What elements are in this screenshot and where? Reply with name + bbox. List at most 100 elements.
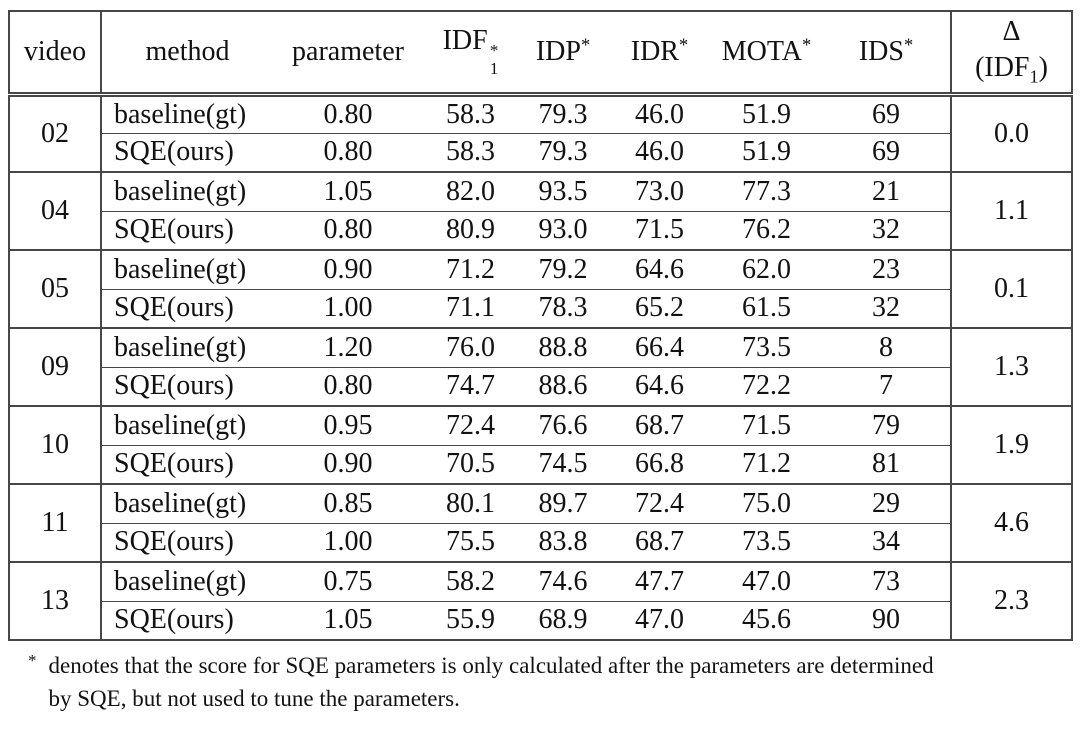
idr-label: IDR <box>630 35 679 67</box>
table-row-sqe: SQE(ours) 1.05 55.9 68.9 47.0 45.6 90 <box>9 600 1072 640</box>
idf1-cell: 80.9 <box>423 210 518 250</box>
idp-cell: 89.7 <box>518 483 608 523</box>
method-cell: baseline(gt) <box>101 561 273 601</box>
idp-cell: 93.0 <box>518 210 608 250</box>
table-row-baseline: 10 baseline(gt) 0.95 72.4 76.6 68.7 71.5 79 1.9 <box>9 405 1072 484</box>
idf1-star: * <box>489 41 499 61</box>
footnote-asterisk: * <box>28 651 37 670</box>
ids-cell: 34 <box>822 522 951 562</box>
video-cell: 04 <box>9 171 102 250</box>
ids-cell: 79 <box>822 405 951 445</box>
idr-cell: 68.7 <box>608 405 711 445</box>
mota-cell: 73.5 <box>711 522 822 562</box>
video-cell: 10 <box>9 405 102 484</box>
col-header-idf1: IDF * 1 <box>423 11 518 97</box>
ids-cell: 90 <box>822 600 951 640</box>
idp-cell: 74.5 <box>518 444 608 484</box>
table-row-baseline: 04 baseline(gt) 1.05 82.0 93.5 73.0 77.3 21 1.1 <box>9 171 1072 250</box>
ids-label: IDS <box>858 35 904 67</box>
parameter-cell: 0.80 <box>273 132 423 172</box>
ids-cell: 29 <box>822 483 951 523</box>
idp-cell: 88.8 <box>518 327 608 367</box>
method-cell: SQE(ours) <box>101 288 273 328</box>
delta-of-open: (IDF <box>975 52 1030 84</box>
parameter-cell: 0.80 <box>273 210 423 250</box>
mota-cell: 51.9 <box>711 132 822 172</box>
idp-cell: 68.9 <box>518 600 608 640</box>
parameter-cell: 0.90 <box>273 249 423 289</box>
method-cell: SQE(ours) <box>101 132 273 172</box>
idp-cell: 74.6 <box>518 561 608 601</box>
idf1-cell: 72.4 <box>423 405 518 445</box>
idr-cell: 65.2 <box>608 288 711 328</box>
ids-cell: 32 <box>822 210 951 250</box>
delta-header-block: Δ (IDF1) <box>952 14 1071 90</box>
idf1-cell: 75.5 <box>423 522 518 562</box>
ids-cell: 73 <box>822 561 951 601</box>
idf1-supsub: * 1 <box>489 41 499 78</box>
idr-star: * <box>679 34 689 55</box>
idf1-label: IDF <box>442 24 488 56</box>
mota-cell: 47.0 <box>711 561 822 601</box>
method-cell: SQE(ours) <box>101 522 273 562</box>
col-header-mota: MOTA* <box>711 11 822 97</box>
method-cell: baseline(gt) <box>101 249 273 289</box>
mota-cell: 51.9 <box>711 93 822 133</box>
header-row: video method parameter IDF * 1 IDP* IDR* M… <box>9 11 1072 97</box>
idr-cell: 71.5 <box>608 210 711 250</box>
delta-cell: 4.6 <box>950 483 1072 562</box>
idf1-cell: 74.7 <box>423 366 518 406</box>
idp-cell: 83.8 <box>518 522 608 562</box>
col-header-idp: IDP* <box>518 11 608 97</box>
table-row-baseline: 02 baseline(gt) 0.80 58.3 79.3 46.0 51.9 69 0.0 <box>9 93 1072 172</box>
mota-cell: 71.2 <box>711 444 822 484</box>
idf1-cell: 58.2 <box>423 561 518 601</box>
parameter-cell: 1.20 <box>273 327 423 367</box>
table-row-sqe: SQE(ours) 0.90 70.5 74.5 66.8 71.2 81 <box>9 444 1072 484</box>
method-cell: SQE(ours) <box>101 366 273 406</box>
idf1-cell: 58.3 <box>423 93 518 133</box>
mota-cell: 73.5 <box>711 327 822 367</box>
table-row-baseline: 09 baseline(gt) 1.20 76.0 88.8 66.4 73.5 8 1.3 <box>9 327 1072 406</box>
idp-cell: 76.6 <box>518 405 608 445</box>
parameter-cell: 0.80 <box>273 93 423 133</box>
method-cell: baseline(gt) <box>101 171 273 211</box>
method-cell: baseline(gt) <box>101 93 273 133</box>
parameter-cell: 1.00 <box>273 522 423 562</box>
method-cell: SQE(ours) <box>101 600 273 640</box>
ids-cell: 7 <box>822 366 951 406</box>
footnote-text: denotes that the score for SQE parameter… <box>49 650 934 715</box>
parameter-cell: 0.90 <box>273 444 423 484</box>
idp-cell: 88.6 <box>518 366 608 406</box>
mota-cell: 72.2 <box>711 366 822 406</box>
mota-cell: 45.6 <box>711 600 822 640</box>
mota-cell: 75.0 <box>711 483 822 523</box>
delta-cell: 1.3 <box>950 327 1072 406</box>
table-row-sqe: SQE(ours) 1.00 71.1 78.3 65.2 61.5 32 <box>9 288 1072 328</box>
idr-cell: 68.7 <box>608 522 711 562</box>
parameter-cell: 0.75 <box>273 561 423 601</box>
delta-cell: 0.1 <box>950 249 1072 328</box>
col-header-parameter: parameter <box>273 11 423 97</box>
table-row-baseline: 11 baseline(gt) 0.85 80.1 89.7 72.4 75.0 29 4.6 <box>9 483 1072 562</box>
method-cell: SQE(ours) <box>101 444 273 484</box>
delta-cell: 1.1 <box>950 171 1072 250</box>
footnote-line-2: by SQE, but not used to tune the paramet… <box>48 685 460 711</box>
video-cell: 13 <box>9 561 102 640</box>
ids-cell: 8 <box>822 327 951 367</box>
mota-cell: 76.2 <box>711 210 822 250</box>
ids-cell: 69 <box>822 132 951 172</box>
parameter-cell: 1.05 <box>273 600 423 640</box>
idr-cell: 47.7 <box>608 561 711 601</box>
delta-cell: 2.3 <box>950 561 1072 640</box>
ids-cell: 23 <box>822 249 951 289</box>
idf1-cell: 55.9 <box>423 600 518 640</box>
idr-cell: 46.0 <box>608 132 711 172</box>
idf1-cell: 82.0 <box>423 171 518 211</box>
footnote: * denotes that the score for SQE paramet… <box>8 650 1072 715</box>
delta-symbol: Δ <box>1002 15 1021 47</box>
idf1-cell: 71.2 <box>423 249 518 289</box>
idf1-cell: 80.1 <box>423 483 518 523</box>
ids-cell: 69 <box>822 93 951 133</box>
idr-cell: 47.0 <box>608 600 711 640</box>
